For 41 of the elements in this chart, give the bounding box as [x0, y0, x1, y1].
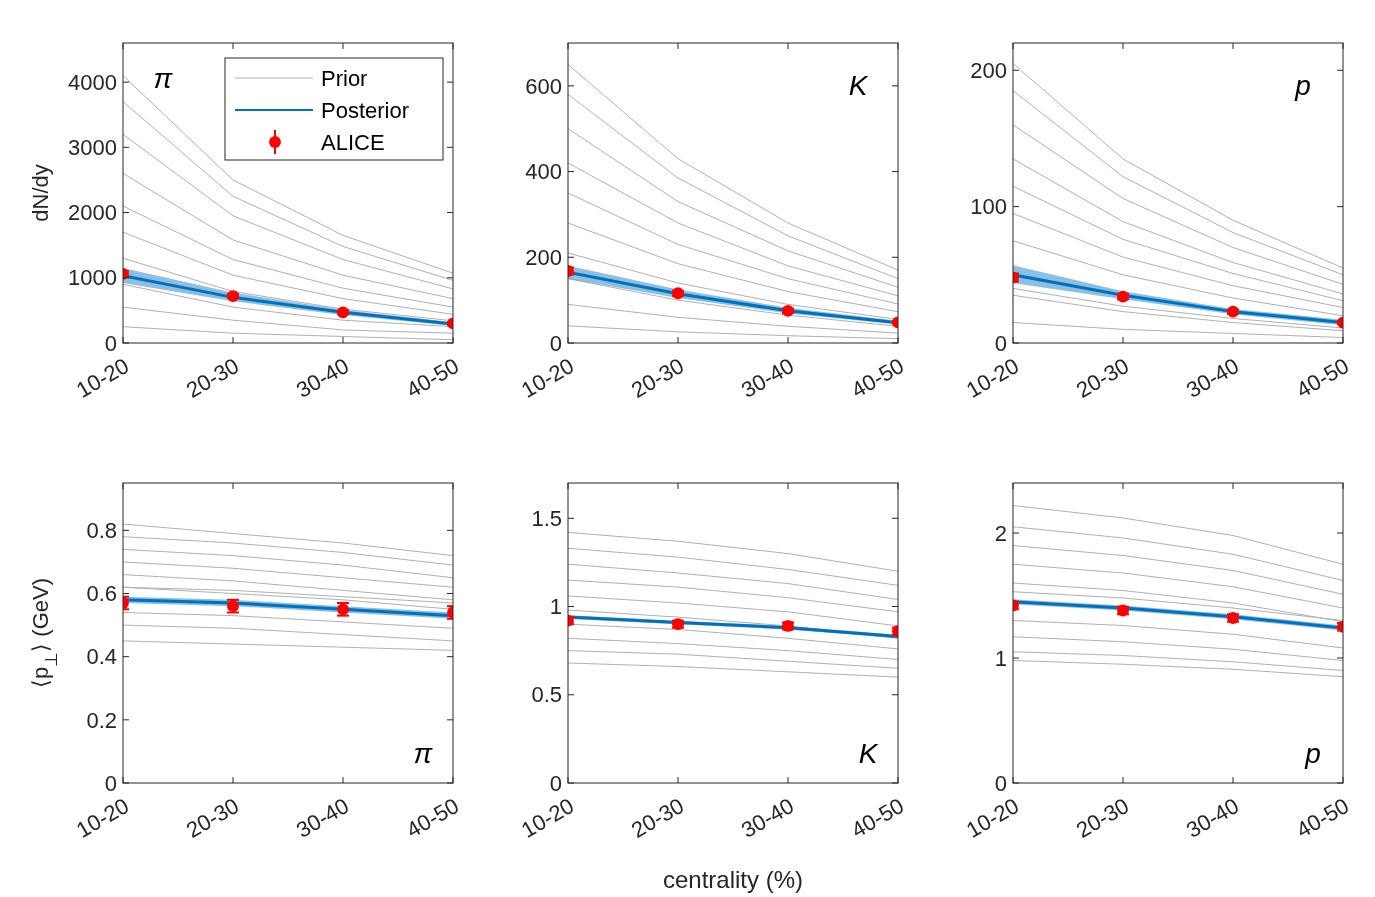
y-tick-label: 1 [549, 594, 562, 620]
y-axis-title: dN/dy [28, 164, 53, 222]
y-tick-label: 0 [994, 330, 1007, 356]
legend-label: ALICE [321, 129, 385, 155]
y-tick-label: 4000 [68, 69, 117, 95]
y-tick-label: 400 [525, 159, 562, 185]
annotation: K [858, 738, 879, 769]
x-tick-label: 40-50 [1291, 793, 1354, 843]
y-tick-label: 0 [104, 330, 117, 356]
y-tick-label: 2000 [68, 200, 117, 226]
annotation: π [413, 738, 434, 769]
legend-label: Posterior [321, 97, 410, 123]
legend-label: Prior [321, 65, 368, 91]
x-tick-label: 40-50 [846, 793, 909, 843]
y-tick-label: 0 [549, 330, 562, 356]
annotation: π [153, 63, 174, 94]
y-tick-label: 200 [970, 57, 1007, 83]
x-tick-label: 40-50 [401, 353, 464, 403]
y-tick-label: 0.6 [86, 581, 117, 607]
annotation: p [1294, 70, 1311, 101]
y-tick-label: 0 [994, 770, 1007, 796]
y-tick-label: 1.5 [531, 505, 562, 531]
y-tick-label: 0.4 [86, 644, 117, 670]
x-axis-title: centrality (%) [662, 866, 804, 893]
y-tick-label: 0.2 [86, 707, 117, 733]
y-tick-label: 0.8 [86, 518, 117, 544]
y-tick-label: 0 [549, 770, 562, 796]
annotation: K [848, 70, 869, 101]
y-tick-label: 0.5 [531, 682, 562, 708]
y-tick-label: 1 [994, 645, 1007, 671]
y-tick-label: 1000 [68, 265, 117, 291]
annotation: p [1304, 738, 1321, 769]
y-tick-label: 3000 [68, 135, 117, 161]
x-tick-label: 40-50 [846, 353, 909, 403]
x-tick-label: 40-50 [401, 793, 464, 843]
y-tick-label: 200 [525, 244, 562, 270]
y-tick-label: 100 [970, 194, 1007, 220]
y-tick-label: 600 [525, 73, 562, 99]
y-tick-label: 0 [104, 770, 117, 796]
y-tick-label: 2 [994, 520, 1007, 546]
x-tick-label: 40-50 [1291, 353, 1354, 403]
